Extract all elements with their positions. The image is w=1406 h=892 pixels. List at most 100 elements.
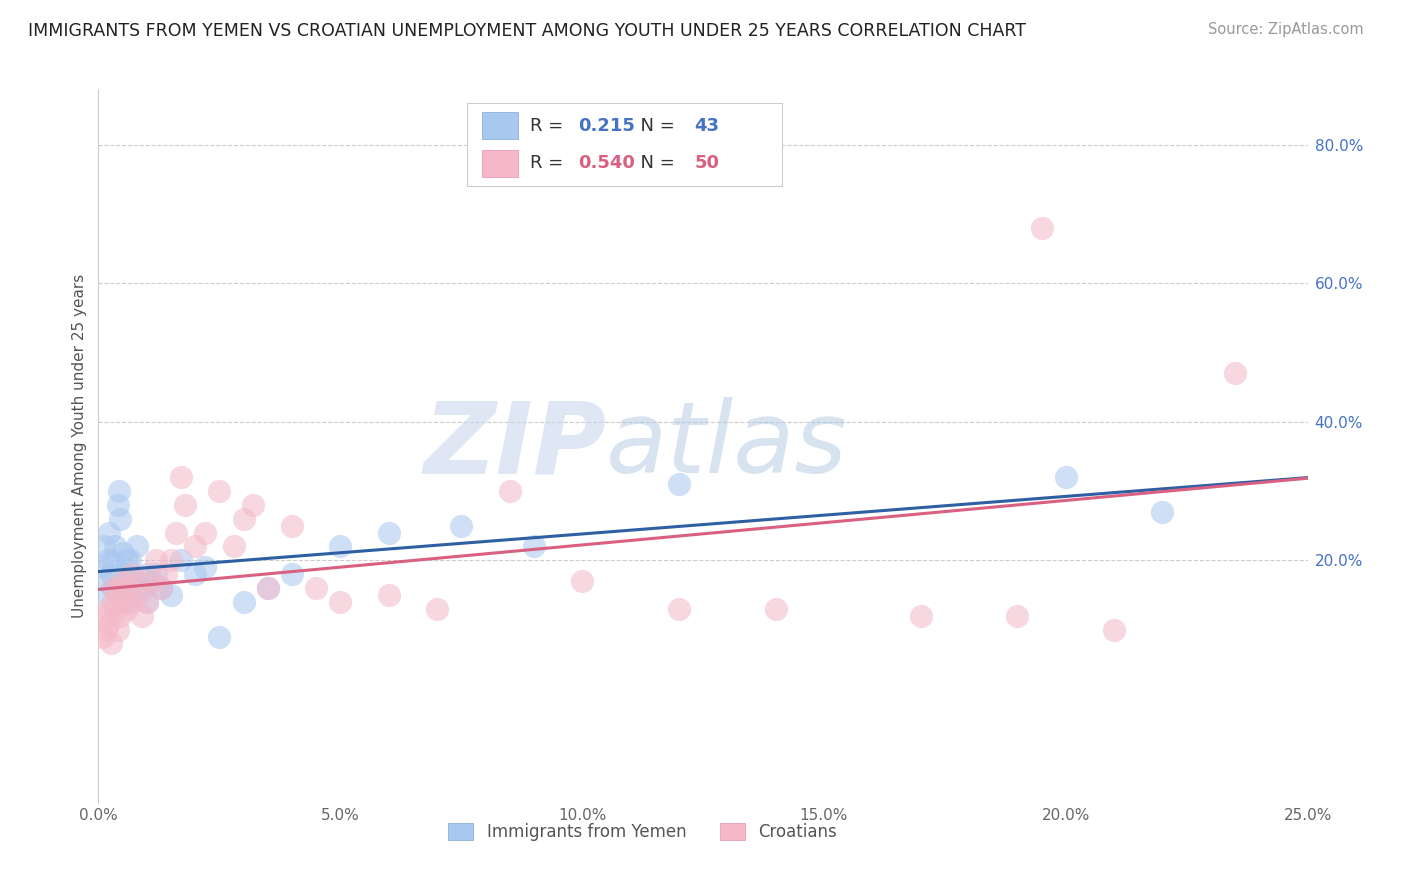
Point <box>121 595 143 609</box>
Point <box>1031 220 1053 235</box>
Point <box>174 498 197 512</box>
Legend: Immigrants from Yemen, Croatians: Immigrants from Yemen, Croatians <box>441 816 844 848</box>
Text: R =: R = <box>530 154 575 172</box>
Point <box>111 546 134 560</box>
Point <box>145 553 167 567</box>
Point <box>141 574 163 588</box>
Point <box>94 574 117 588</box>
Point <box>100 636 122 650</box>
Point <box>117 595 139 609</box>
Point <box>571 574 593 588</box>
Point <box>96 588 118 602</box>
Point <box>101 553 124 567</box>
Point <box>150 581 173 595</box>
Point <box>111 595 134 609</box>
Point <box>108 512 131 526</box>
Point <box>111 574 134 588</box>
Point <box>208 483 231 498</box>
Point <box>104 540 127 554</box>
Point <box>135 595 157 609</box>
Point <box>1054 470 1077 484</box>
Point <box>93 540 115 554</box>
Point <box>135 595 157 609</box>
Point <box>194 525 217 540</box>
Point <box>101 581 124 595</box>
Y-axis label: Unemployment Among Youth under 25 years: Unemployment Among Youth under 25 years <box>72 274 87 618</box>
Point <box>668 477 690 491</box>
Point <box>256 581 278 595</box>
Point <box>131 581 153 595</box>
Point <box>104 602 127 616</box>
Point <box>426 602 449 616</box>
Point <box>155 567 177 582</box>
FancyBboxPatch shape <box>482 112 517 139</box>
Point <box>118 553 141 567</box>
Point <box>765 602 787 616</box>
Point <box>281 518 304 533</box>
Point <box>194 560 217 574</box>
Point <box>256 581 278 595</box>
Point <box>98 525 121 540</box>
FancyBboxPatch shape <box>482 150 517 177</box>
Point <box>124 574 146 588</box>
Text: atlas: atlas <box>606 398 848 494</box>
Point <box>117 581 139 595</box>
Point <box>165 525 187 540</box>
Point <box>150 581 173 595</box>
Point <box>111 581 134 595</box>
Point <box>94 623 117 637</box>
Point <box>305 581 328 595</box>
Point <box>281 567 304 582</box>
Point <box>1152 505 1174 519</box>
Point <box>1223 366 1246 380</box>
Point <box>184 540 207 554</box>
Point <box>668 602 690 616</box>
Point <box>377 525 399 540</box>
Point <box>121 567 143 582</box>
Point <box>91 560 114 574</box>
Point <box>127 540 149 554</box>
Point <box>117 602 139 616</box>
Point <box>184 567 207 582</box>
Text: 0.215: 0.215 <box>578 117 636 135</box>
Point <box>242 498 264 512</box>
Text: IMMIGRANTS FROM YEMEN VS CROATIAN UNEMPLOYMENT AMONG YOUTH UNDER 25 YEARS CORREL: IMMIGRANTS FROM YEMEN VS CROATIAN UNEMPL… <box>28 22 1026 40</box>
Text: 43: 43 <box>695 117 720 135</box>
Point <box>131 608 153 623</box>
Point <box>232 595 254 609</box>
Point <box>141 574 163 588</box>
Text: 0.540: 0.540 <box>578 154 636 172</box>
Point <box>127 588 149 602</box>
Point <box>100 567 122 582</box>
Text: Source: ZipAtlas.com: Source: ZipAtlas.com <box>1208 22 1364 37</box>
Point <box>160 553 183 567</box>
Point <box>121 567 143 582</box>
Point <box>1102 623 1125 637</box>
Point <box>97 553 120 567</box>
Point <box>107 498 129 512</box>
Point <box>377 588 399 602</box>
Point <box>450 518 472 533</box>
Point <box>101 595 124 609</box>
Point <box>329 540 352 554</box>
Point <box>108 608 131 623</box>
Text: N =: N = <box>630 117 681 135</box>
Text: N =: N = <box>630 154 681 172</box>
Point <box>91 630 114 644</box>
Point <box>97 602 120 616</box>
Point <box>232 512 254 526</box>
Point <box>91 608 114 623</box>
Point <box>169 553 191 567</box>
Point <box>523 540 546 554</box>
Point <box>169 470 191 484</box>
Point <box>117 553 139 567</box>
Point <box>107 483 129 498</box>
FancyBboxPatch shape <box>467 103 782 186</box>
Text: ZIP: ZIP <box>423 398 606 494</box>
Point <box>329 595 352 609</box>
Point <box>135 567 157 582</box>
Point <box>114 567 136 582</box>
Point <box>145 567 167 582</box>
Point <box>98 615 121 630</box>
Point <box>910 608 932 623</box>
